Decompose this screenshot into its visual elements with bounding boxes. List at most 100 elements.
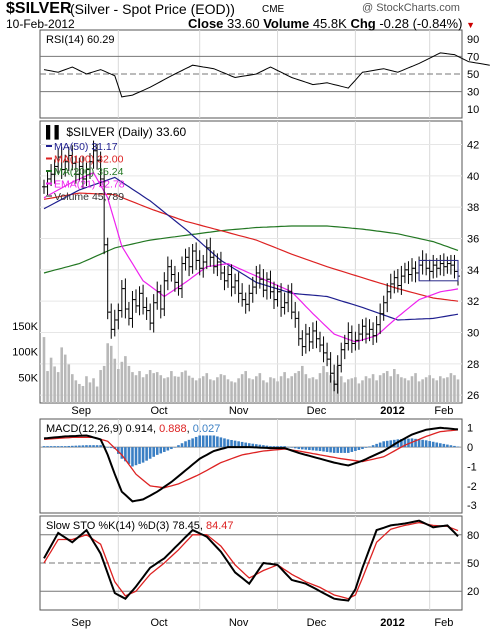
volume-bar	[134, 375, 138, 403]
price-legend-title: ▌▌ $SILVER (Daily) 33.60	[46, 125, 186, 140]
macd-histogram-bar	[308, 447, 311, 451]
macd-histogram-bar	[49, 446, 53, 448]
sto-legend-part: 84.47	[206, 520, 234, 532]
volume-bar	[407, 380, 410, 403]
volume-bar	[109, 345, 113, 403]
macd-histogram-bar	[71, 445, 74, 448]
macd-histogram-bar	[184, 441, 187, 448]
volume-bar	[212, 380, 216, 403]
volume-bar	[311, 377, 315, 403]
macd-histogram-bar	[88, 445, 92, 448]
macd-histogram-bar	[173, 447, 177, 448]
volume-bar	[233, 382, 237, 403]
change-label: Chg	[350, 16, 376, 31]
sto-legend: Slow STO %K(14) %D(3) 78.45, 84.47	[46, 520, 234, 532]
macd-legend-part: MACD(12,26,9) 0.914,	[46, 423, 159, 435]
macd-histogram-bar	[148, 447, 152, 459]
x-tick-label: 2012	[380, 405, 404, 417]
volume-bar	[247, 378, 251, 403]
volume-y-tick-label: 50K	[18, 372, 38, 384]
volume-bar	[163, 378, 166, 403]
macd-histogram-bar	[311, 447, 315, 451]
macd-histogram-bar	[269, 446, 272, 448]
volume-bar	[421, 379, 424, 403]
sto-k-line	[43, 519, 459, 602]
macd-histogram-bar	[127, 447, 131, 464]
volume-bar	[251, 379, 255, 403]
volume-bar	[382, 373, 385, 403]
price-y-tick-label: 26	[467, 390, 479, 402]
macd-histogram-bar	[272, 446, 276, 448]
volume-bar	[393, 369, 396, 403]
volume-bar	[95, 386, 99, 403]
macd-y-tick-label: -3	[467, 500, 477, 512]
volume-bar	[166, 377, 170, 403]
volume-bar	[46, 371, 49, 403]
volume-bar	[131, 372, 134, 403]
volume-bar	[262, 380, 265, 403]
x-tick-label: Dec	[307, 405, 327, 417]
x-tick-label: Sep	[71, 405, 91, 417]
volume-bar	[198, 378, 201, 403]
volume-bar	[258, 373, 262, 403]
macd-histogram-bar	[290, 447, 293, 448]
volume-bar	[435, 380, 439, 403]
macd-histogram-bar	[95, 445, 99, 448]
price-y-tick-label: 34	[467, 265, 479, 277]
volume-bar	[201, 376, 205, 403]
volume-bar	[449, 373, 453, 403]
volume-bar	[364, 376, 368, 403]
macd-histogram-bar	[180, 443, 184, 448]
quote-date: 10-Feb-2012	[6, 17, 75, 31]
volume-bar	[410, 376, 414, 403]
volume-bar	[439, 376, 442, 403]
volume-bar	[265, 382, 269, 403]
macd-histogram-bar	[435, 442, 439, 448]
macd-histogram-bar	[85, 445, 88, 448]
volume-bar	[456, 379, 460, 403]
volume-bar	[269, 377, 272, 403]
volume-bar	[276, 381, 279, 403]
macd-histogram-bar	[255, 444, 258, 448]
volume-bar	[60, 347, 63, 403]
price-legend-item: MA(200) 35.24	[54, 166, 124, 178]
volume-bar	[301, 365, 304, 403]
x-tick-label: Feb	[434, 617, 453, 629]
macd-histogram-bar	[385, 440, 389, 448]
volume-bar	[49, 357, 53, 403]
macd-histogram-bar	[428, 441, 431, 448]
ma50-line	[43, 176, 459, 321]
volume-bar	[375, 380, 378, 403]
price-y-tick-label: 30	[467, 328, 479, 340]
price-legend-item: Volume 45,789	[54, 191, 124, 203]
volume-bar	[428, 375, 431, 403]
macd-histogram-bar	[233, 440, 237, 448]
price-y-tick-label: 40	[467, 171, 479, 183]
rsi-line	[43, 52, 490, 98]
macd-signal-line	[43, 429, 459, 489]
volume-bar	[350, 378, 354, 403]
macd-histogram-bar	[361, 447, 364, 450]
macd-histogram-bar	[226, 439, 230, 448]
close-label: Close	[188, 16, 224, 31]
volume-bar	[67, 364, 71, 403]
volume-bar	[343, 382, 347, 403]
volume-bar	[184, 370, 187, 403]
volume-bar	[205, 373, 209, 403]
x-tick-label: Oct	[150, 405, 167, 417]
sto-y-tick-label: 80	[467, 530, 479, 542]
macd-histogram-bar	[431, 441, 435, 448]
volume-bar	[113, 358, 117, 403]
volume-bar	[177, 376, 180, 403]
macd-histogram-bar	[194, 436, 198, 448]
macd-histogram-bar	[449, 445, 453, 448]
macd-histogram-bar	[382, 441, 385, 448]
volume-bar	[152, 373, 155, 403]
macd-histogram-bar	[191, 438, 194, 448]
volume-y-tick-label: 100K	[12, 347, 38, 359]
volume-bar	[138, 371, 141, 403]
macd-legend-part: 0.027	[193, 423, 221, 435]
volume-bar	[446, 377, 449, 403]
sto-y-tick-label: 20	[467, 586, 479, 598]
